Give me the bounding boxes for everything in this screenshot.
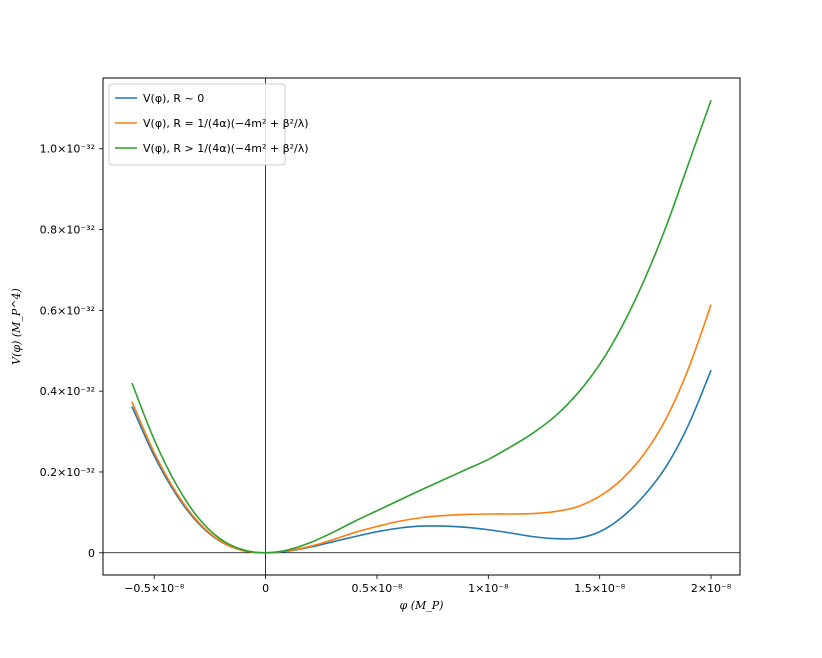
series-group bbox=[131, 99, 712, 554]
axes-frame bbox=[102, 77, 741, 576]
x-tick-label: 2×10⁻⁸ bbox=[691, 582, 732, 595]
legend-label-1: V(φ), R ~ 0 bbox=[143, 92, 204, 105]
y-axis-label: V(φ) (M_P^4) bbox=[10, 288, 23, 365]
legend-label-3: V(φ), R > 1/(4α)(−4m² + β²/λ) bbox=[143, 142, 309, 155]
y-tick-label: 0.4×10⁻³² bbox=[40, 385, 95, 398]
y-tick-label: 0.6×10⁻³² bbox=[40, 304, 95, 317]
y-tick-label: 0 bbox=[88, 547, 95, 560]
legend-label-2: V(φ), R = 1/(4α)(−4m² + β²/λ) bbox=[143, 117, 309, 130]
legend-box bbox=[108, 83, 286, 166]
series-line-2 bbox=[131, 304, 712, 554]
x-axis-label: φ (M_P) bbox=[400, 599, 444, 612]
x-tick-label: 1×10⁻⁸ bbox=[468, 582, 509, 595]
x-tick-label: 0.5×10⁻⁸ bbox=[351, 582, 403, 595]
x-tick-label: −0.5×10⁻⁸ bbox=[124, 582, 185, 595]
x-axis-ticks: −0.5×10⁻⁸ 0 0.5×10⁻⁸ 1×10⁻⁸ 1.5×10⁻⁸ 2×10⁻⁸ bbox=[124, 575, 732, 595]
y-tick-label: 0.8×10⁻³² bbox=[40, 224, 95, 237]
y-tick-label: 1.0×10⁻³² bbox=[40, 143, 95, 156]
x-tick-label: 1.5×10⁻⁸ bbox=[574, 582, 626, 595]
y-tick-label: 0.2×10⁻³² bbox=[40, 466, 95, 479]
legend: V(φ), R ~ 0 V(φ), R = 1/(4α)(−4m² + β²/λ)… bbox=[108, 83, 309, 166]
series-line-3 bbox=[131, 99, 712, 554]
x-tick-label: 0 bbox=[262, 582, 269, 595]
y-axis-ticks: 0 0.2×10⁻³² 0.4×10⁻³² 0.6×10⁻³² 0.8×10⁻³² 1.0… bbox=[40, 143, 103, 560]
